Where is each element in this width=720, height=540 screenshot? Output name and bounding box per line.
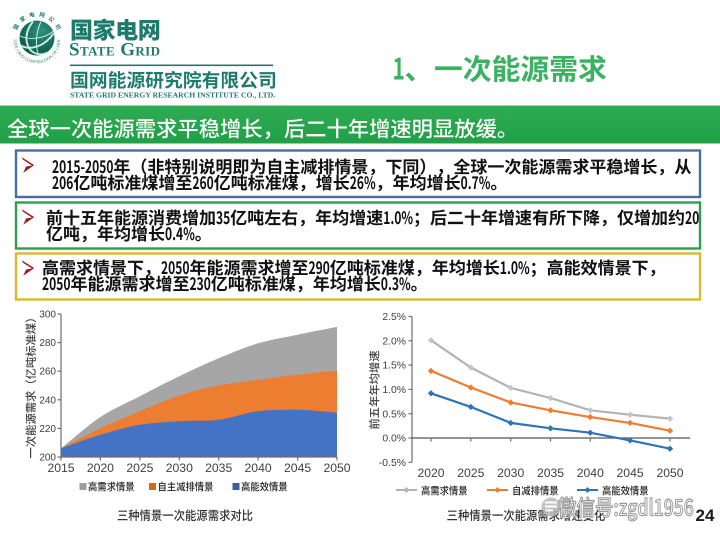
svg-text:2020: 2020 xyxy=(417,466,444,480)
svg-text:State Grid: State Grid xyxy=(69,40,160,61)
svg-text:STATE GRID ENERGY RESEARCH INS: STATE GRID ENERGY RESEARCH INSTITUTE CO.… xyxy=(70,91,275,100)
svg-text:2020: 2020 xyxy=(87,461,114,475)
svg-text:2030: 2030 xyxy=(166,461,193,475)
svg-text:1.5%: 1.5% xyxy=(382,361,406,372)
svg-text:280: 280 xyxy=(39,338,56,349)
svg-text:1.0%: 1.0% xyxy=(382,385,406,396)
svg-text:2040: 2040 xyxy=(577,466,604,480)
svg-text:-0.5%: -0.5% xyxy=(379,458,406,469)
svg-text:2.5%: 2.5% xyxy=(382,312,406,323)
svg-text:2030: 2030 xyxy=(497,466,524,480)
svg-text:260: 260 xyxy=(39,367,56,378)
svg-text:2035: 2035 xyxy=(537,466,564,480)
svg-text:2015: 2015 xyxy=(47,461,74,475)
svg-text:2.0%: 2.0% xyxy=(382,336,406,347)
svg-text:300: 300 xyxy=(39,310,56,321)
svg-text:2050: 2050 xyxy=(323,461,350,475)
svg-text:2035: 2035 xyxy=(205,461,232,475)
svg-text:0.0%: 0.0% xyxy=(382,434,406,445)
svg-text:2045: 2045 xyxy=(284,461,311,475)
svg-text:2040: 2040 xyxy=(245,461,272,475)
svg-text:24: 24 xyxy=(696,506,715,525)
svg-text:2025: 2025 xyxy=(457,466,484,480)
svg-text:0.5%: 0.5% xyxy=(382,409,406,420)
svg-text:2045: 2045 xyxy=(617,466,644,480)
svg-text:220: 220 xyxy=(39,424,56,435)
svg-text:200: 200 xyxy=(39,453,56,464)
svg-text:2025: 2025 xyxy=(126,461,153,475)
svg-text:2050: 2050 xyxy=(656,466,683,480)
svg-text:240: 240 xyxy=(39,395,56,406)
